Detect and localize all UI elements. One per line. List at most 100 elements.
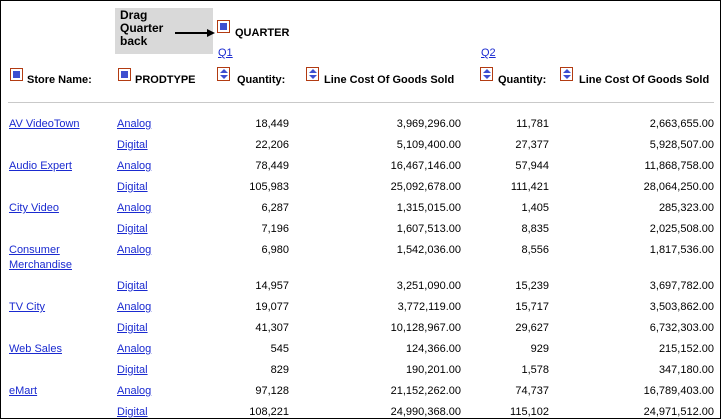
- store-name-header: Store Name:: [27, 74, 92, 86]
- q2-line-cost-cell: 285,323.00: [658, 202, 714, 214]
- store-name-link[interactable]: eMart: [9, 385, 38, 397]
- prodtype-link[interactable]: Analog: [117, 202, 152, 214]
- q1-quantity-cell: 97,128: [255, 385, 289, 397]
- store-name-link[interactable]: Consumer: [9, 244, 60, 256]
- prodtype-link[interactable]: Analog: [117, 160, 152, 172]
- arrow-right-icon: [175, 29, 215, 37]
- q2-quantity-cell: 1,405: [521, 202, 549, 214]
- sort-q2-quantity-icon[interactable]: [480, 67, 493, 81]
- q1-quantity-cell: 22,206: [255, 139, 289, 151]
- q2-line-cost-header: Line Cost Of Goods Sold: [579, 74, 710, 86]
- q2-quantity-header: Quantity:: [498, 74, 547, 86]
- store-name-link-line-2[interactable]: Merchandise: [9, 259, 72, 271]
- q1-link[interactable]: Q1: [218, 47, 233, 59]
- q1-line-cost-cell: 10,128,967.00: [390, 322, 461, 334]
- q2-quantity-cell: 8,556: [521, 244, 549, 256]
- q2-line-cost-cell: 1,817,536.00: [649, 244, 714, 256]
- prodtype-link[interactable]: Analog: [117, 118, 152, 130]
- prodtype-link[interactable]: Digital: [117, 406, 148, 418]
- q2-quantity-cell: 1,578: [521, 364, 549, 376]
- quarter-dimension-icon[interactable]: [217, 20, 230, 33]
- q1-line-cost-cell: 1,315,015.00: [396, 202, 461, 214]
- q2-line-cost-cell: 215,152.00: [658, 343, 714, 355]
- store-name-link[interactable]: AV VideoTown: [9, 118, 80, 130]
- q1-line-cost-header: Line Cost Of Goods Sold: [324, 74, 455, 86]
- q2-line-cost-cell: 28,064,250.00: [643, 181, 714, 193]
- store-name-link[interactable]: Web Sales: [9, 343, 62, 355]
- q2-link[interactable]: Q2: [481, 47, 496, 59]
- q1-line-cost-cell: 1,607,513.00: [396, 223, 461, 235]
- prodtype-link[interactable]: Analog: [117, 301, 152, 313]
- q2-line-cost-cell: 6,732,303.00: [649, 322, 714, 334]
- q1-line-cost-cell: 190,201.00: [405, 364, 461, 376]
- q1-quantity-header: Quantity:: [237, 74, 286, 86]
- tooltip-line-3: back: [120, 34, 148, 48]
- prodtype-link[interactable]: Digital: [117, 139, 148, 151]
- prodtype-header: PRODTYPE: [135, 74, 196, 86]
- tooltip-line-1: Drag: [120, 8, 148, 22]
- q2-quantity-cell: 15,239: [515, 280, 549, 292]
- sort-q2-line-cost-icon[interactable]: [560, 67, 573, 81]
- q2-quantity-cell: 57,944: [515, 160, 549, 172]
- prodtype-link[interactable]: Analog: [117, 385, 152, 397]
- q2-quantity-cell: 111,421: [510, 181, 549, 193]
- q1-line-cost-cell: 24,990,368.00: [390, 406, 461, 418]
- store-name-link[interactable]: Audio Expert: [9, 160, 72, 172]
- q1-quantity-cell: 829: [270, 364, 289, 376]
- q2-quantity-cell: 8,835: [521, 223, 549, 235]
- sort-q1-quantity-icon[interactable]: [217, 67, 230, 81]
- q1-quantity-cell: 7,196: [261, 223, 289, 235]
- q1-line-cost-cell: 1,542,036.00: [396, 244, 461, 256]
- q2-quantity-cell: 11,781: [516, 118, 549, 130]
- store-name-link[interactable]: TV City: [9, 301, 46, 313]
- q1-line-cost-cell: 21,152,262.00: [390, 385, 461, 397]
- prodtype-link[interactable]: Digital: [117, 364, 148, 376]
- prodtype-link[interactable]: Digital: [117, 322, 148, 334]
- q1-line-cost-cell: 124,366.00: [405, 343, 461, 355]
- q2-line-cost-cell: 2,663,655.00: [649, 118, 714, 130]
- prodtype-link[interactable]: Digital: [117, 280, 148, 292]
- prodtype-link[interactable]: Digital: [117, 223, 148, 235]
- q1-line-cost-cell: 3,772,119.00: [397, 301, 461, 313]
- q1-line-cost-cell: 5,109,400.00: [396, 139, 461, 151]
- q2-quantity-cell: 15,717: [515, 301, 549, 313]
- q1-line-cost-cell: 3,969,296.00: [396, 118, 461, 130]
- q2-line-cost-cell: 3,503,862.00: [649, 301, 714, 313]
- prodtype-link[interactable]: Digital: [117, 181, 148, 193]
- q2-quantity-cell: 74,737: [515, 385, 549, 397]
- q2-line-cost-cell: 347,180.00: [658, 364, 714, 376]
- q1-line-cost-cell: 25,092,678.00: [390, 181, 461, 193]
- q1-quantity-cell: 78,449: [255, 160, 289, 172]
- q2-line-cost-cell: 16,789,403.00: [643, 385, 714, 397]
- q2-quantity-cell: 929: [530, 343, 549, 355]
- prodtype-link[interactable]: Analog: [117, 244, 152, 256]
- q2-quantity-cell: 115,102: [510, 406, 549, 418]
- sort-q1-line-cost-icon[interactable]: [306, 67, 319, 81]
- q1-quantity-cell: 6,980: [261, 244, 289, 256]
- q2-line-cost-cell: 3,697,782.00: [649, 280, 714, 292]
- q1-quantity-cell: 545: [270, 343, 289, 355]
- q2-line-cost-cell: 11,868,758.00: [644, 160, 714, 172]
- drag-tooltip: Drag Quarter back: [115, 8, 213, 54]
- q1-quantity-cell: 18,449: [255, 118, 289, 130]
- q2-line-cost-cell: 5,928,507.00: [649, 139, 714, 151]
- q1-quantity-cell: 108,221: [249, 406, 289, 418]
- q1-quantity-cell: 19,077: [255, 301, 289, 313]
- q1-quantity-cell: 105,983: [249, 181, 289, 193]
- q1-quantity-cell: 6,287: [261, 202, 289, 214]
- q1-line-cost-cell: 3,251,090.00: [396, 280, 461, 292]
- q2-quantity-cell: 27,377: [515, 139, 549, 151]
- prodtype-dimension-icon[interactable]: [118, 68, 131, 81]
- q1-quantity-cell: 14,957: [255, 280, 289, 292]
- q2-line-cost-cell: 24,971,512.00: [643, 406, 714, 418]
- store-name-dimension-icon[interactable]: [10, 68, 23, 81]
- tooltip-line-2: Quarter: [120, 21, 164, 35]
- quarter-label: QUARTER: [235, 27, 290, 39]
- store-name-link[interactable]: City Video: [9, 202, 59, 214]
- q1-line-cost-cell: 16,467,146.00: [390, 160, 461, 172]
- q2-line-cost-cell: 2,025,508.00: [649, 223, 714, 235]
- q2-quantity-cell: 29,627: [515, 322, 549, 334]
- prodtype-link[interactable]: Analog: [117, 343, 152, 355]
- q1-quantity-cell: 41,307: [255, 322, 289, 334]
